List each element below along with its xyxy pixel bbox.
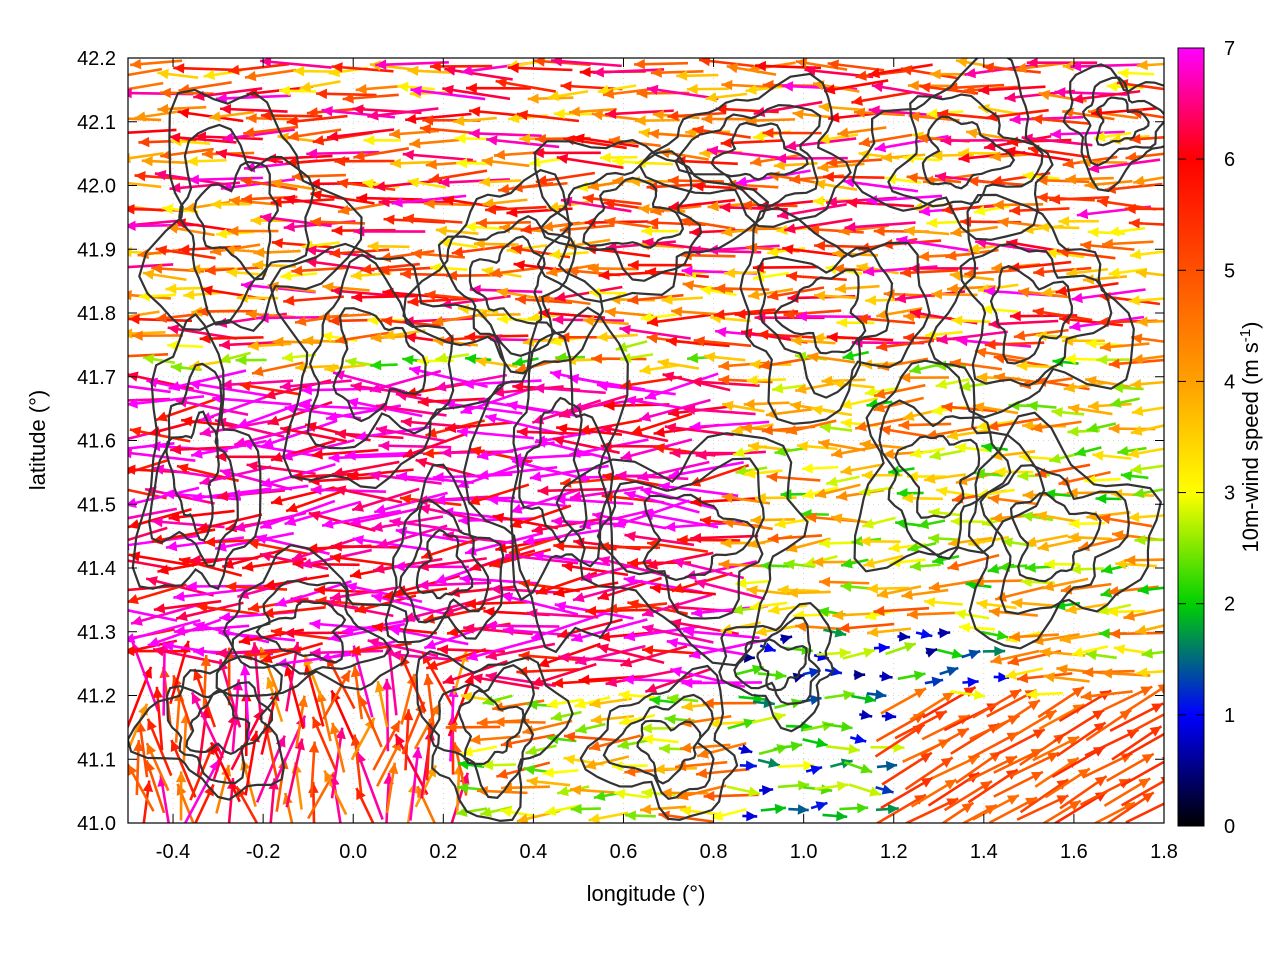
wind-arrow-head: [105, 221, 116, 231]
y-tick-label: 41.6: [77, 431, 116, 453]
wind-arrow-head: [113, 85, 125, 95]
wind-arrow-head: [121, 290, 132, 300]
wind-arrow-head: [115, 201, 126, 211]
x-tick-label: 1.2: [880, 841, 908, 863]
y-tick-label: 41.5: [77, 494, 116, 516]
y-tick-label: 41.7: [77, 367, 116, 389]
wind-arrow-head: [101, 540, 113, 550]
wind-arrow-head: [1164, 728, 1176, 738]
y-tick-label: 42.0: [77, 176, 116, 198]
wind-arrow-head: [114, 312, 125, 322]
x-tick-label: 0.4: [519, 841, 547, 863]
colorbar-tick-label: 2: [1224, 594, 1235, 616]
x-tick-label: -0.4: [156, 841, 190, 863]
wind-arrow-head: [99, 602, 111, 612]
colorbar-label-sup: -1: [1237, 329, 1254, 342]
wind-arrow-head: [121, 328, 132, 338]
colorbar-tick-label: 0: [1224, 816, 1235, 838]
wind-arrow-head: [121, 88, 132, 98]
wind-arrow-head: [121, 247, 132, 257]
wind-arrow-head: [109, 585, 120, 595]
y-tick-label: 41.0: [77, 813, 116, 835]
y-tick-label: 41.1: [77, 749, 116, 771]
wind-arrow-shaft: [387, 679, 388, 751]
colorbar-label: 10m-wind speed (m s-1): [1237, 322, 1264, 553]
wind-arrow-head: [107, 483, 119, 493]
y-tick-label: 42.1: [77, 112, 116, 134]
x-tick-label: 0.0: [339, 841, 367, 863]
wind-arrow-head: [119, 153, 130, 163]
colorbar-tick-label: 6: [1224, 149, 1235, 171]
wind-arrow-head: [105, 515, 117, 525]
y-tick-label: 41.4: [77, 558, 116, 580]
y-tick-label: 41.3: [77, 622, 116, 644]
wind-arrow-shaft: [306, 152, 379, 154]
wind-arrow-shaft: [378, 446, 451, 448]
x-tick-label: 1.6: [1060, 841, 1088, 863]
x-tick-label: 0.6: [610, 841, 638, 863]
y-axis-label: latitude (°): [25, 390, 50, 491]
wind-arrow-head: [117, 178, 128, 188]
wind-arrow-head: [102, 263, 113, 273]
colorbar-label-text: 10m-wind speed (m s: [1238, 342, 1263, 552]
colorbar-tick-label: 5: [1224, 260, 1235, 282]
wind-arrow-shaft: [485, 626, 559, 627]
y-tick-label: 41.2: [77, 686, 116, 708]
x-axis-label: longitude (°): [587, 881, 706, 906]
wind-arrow-head: [110, 71, 122, 81]
colorbar-tick-label: 7: [1224, 38, 1235, 60]
x-tick-label: 0.8: [700, 841, 728, 863]
wind-arrow-head: [97, 396, 108, 406]
wind-arrow-head: [108, 471, 120, 481]
x-tick-label: 0.2: [429, 841, 457, 863]
x-tick-label: -0.2: [246, 841, 280, 863]
x-tick-label: 1.8: [1150, 841, 1178, 863]
wind-arrow-shaft: [682, 682, 763, 683]
x-tick-label: 1.0: [790, 841, 818, 863]
y-tick-label: 41.8: [77, 303, 116, 325]
y-tick-label: 42.2: [77, 48, 116, 70]
wind-arrow-head: [111, 648, 123, 658]
colorbar-label-end: ): [1238, 322, 1263, 329]
x-tick-label: 1.4: [970, 841, 998, 863]
colorbar-tick-label: 1: [1224, 705, 1235, 727]
y-tick-label: 41.9: [77, 239, 116, 261]
colorbar: [1178, 48, 1204, 826]
colorbar-tick-label: 3: [1224, 483, 1235, 505]
wind-arrow-head: [112, 351, 123, 361]
wind-arrow-head: [121, 448, 132, 458]
colorbar-tick-label: 4: [1224, 371, 1235, 393]
